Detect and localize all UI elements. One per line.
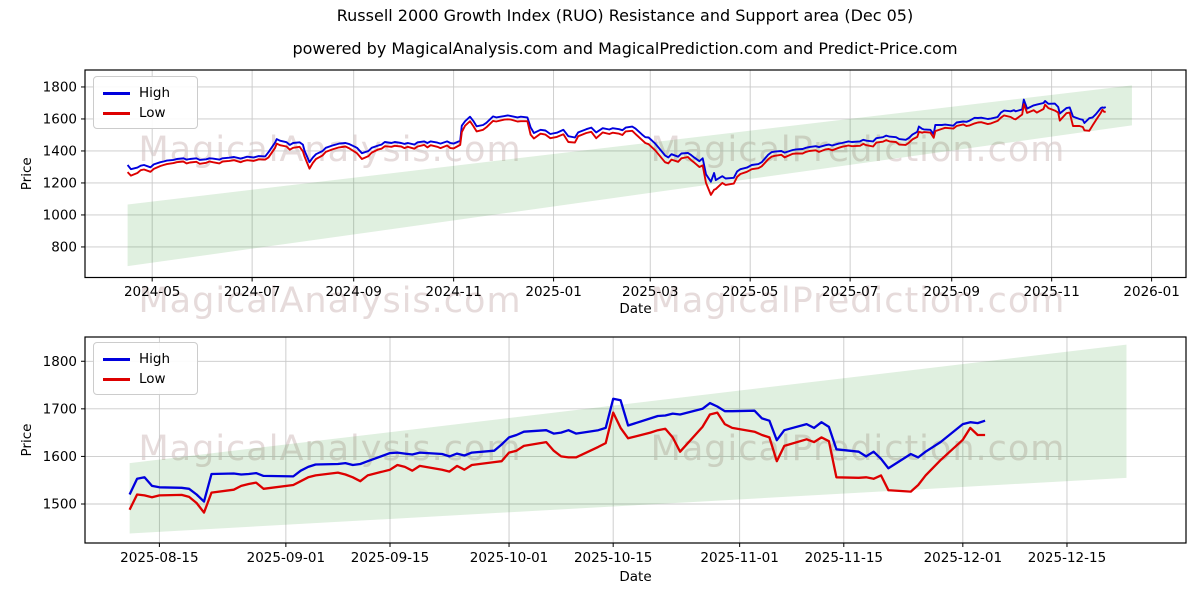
watermark-text: MagicalPrediction.com (651, 130, 1066, 170)
y-tick-label: 1600 (43, 111, 77, 127)
x-tick-label: 2025-07 (822, 284, 878, 300)
x-axis-label: Date (619, 301, 651, 317)
figure-title: Russell 2000 Growth Index (RUO) Resistan… (336, 6, 914, 25)
legend-label-high: High (139, 85, 171, 101)
y-tick-label: 1700 (43, 401, 77, 417)
legend-label-low: Low (139, 105, 166, 121)
legend-entry-low: Low (103, 103, 189, 123)
top-chart: 2024-05 2024-07 2024-09 2024-11 2025-01 2025-… (19, 69, 1187, 317)
plot-border (84, 336, 1187, 544)
x-tick-label: 2025-03 (622, 284, 678, 300)
legend-top-chart: High Low (93, 76, 198, 129)
legend-line-swatch-high (103, 357, 130, 361)
x-tick-label: 2025-09-15 (351, 550, 429, 566)
x-tick-label: 2025-09-01 (247, 550, 325, 566)
y-tick-label: 1200 (43, 175, 77, 191)
x-tick-label: 2025-10-15 (574, 550, 652, 566)
watermark-text: MagicalAnalysis.com (138, 429, 521, 469)
x-tick-label: 2026-01 (1123, 284, 1179, 300)
watermark-text: MagicalPrediction.com (651, 429, 1066, 469)
legend-entry-low: Low (103, 369, 189, 389)
x-tick-label: 2025-11 (1023, 284, 1079, 300)
x-axis-label: Date (619, 569, 651, 585)
x-tick-label: 2024-11 (425, 284, 481, 300)
legend-line-swatch-low (103, 377, 130, 381)
y-tick-label: 1800 (43, 79, 77, 95)
legend-entry-high: High (103, 83, 189, 103)
x-tick-label: 2024-05 (124, 284, 180, 300)
x-tick-label: 2025-11-15 (805, 550, 883, 566)
y-tick-label: 1400 (43, 143, 77, 159)
y-tick-label: 800 (51, 239, 77, 255)
low-line (126, 103, 1106, 196)
y-axis-label: Price (19, 157, 35, 190)
low-line (128, 411, 986, 514)
high-line (126, 98, 1107, 183)
y-tick-label: 1600 (43, 449, 77, 465)
legend-bottom-chart: High Low (93, 342, 198, 395)
x-tick-label: 2025-08-15 (120, 550, 198, 566)
watermark-text: MagicalAnalysis.com (138, 281, 522, 321)
x-tick-label: 2024-09 (325, 284, 381, 300)
plot-border (84, 69, 1187, 279)
x-tick-label: 2025-12-15 (1028, 550, 1106, 566)
legend-label-high: High (139, 351, 171, 367)
y-tick-label: 1000 (43, 207, 77, 223)
x-tick-label: 2025-09 (924, 284, 980, 300)
x-tick-label: 2024-07 (224, 284, 280, 300)
x-tick-label: 2025-10-01 (470, 550, 548, 566)
y-tick-label: 1500 (43, 496, 77, 512)
legend-entry-high: High (103, 349, 189, 369)
watermark-text: MagicalPrediction.com (650, 281, 1066, 321)
y-tick-label: 1800 (43, 354, 77, 370)
legend-line-swatch-high (103, 91, 130, 95)
legend-label-low: Low (139, 371, 166, 387)
bottom-chart: 2025-08-15 2025-09-01 2025-09-15 2025-10-01… (19, 336, 1187, 585)
y-axis-label: Price (19, 424, 35, 457)
high-line (128, 397, 986, 503)
x-tick-label: 2025-11-01 (700, 550, 778, 566)
x-tick-label: 2025-05 (722, 284, 778, 300)
legend-line-swatch-low (103, 111, 130, 115)
x-tick-label: 2025-12-01 (924, 550, 1002, 566)
figure-subtitle: powered by MagicalAnalysis.com and Magic… (292, 39, 958, 58)
support-resistance-band (127, 85, 1132, 267)
x-tick-label: 2025-01 (525, 284, 581, 300)
